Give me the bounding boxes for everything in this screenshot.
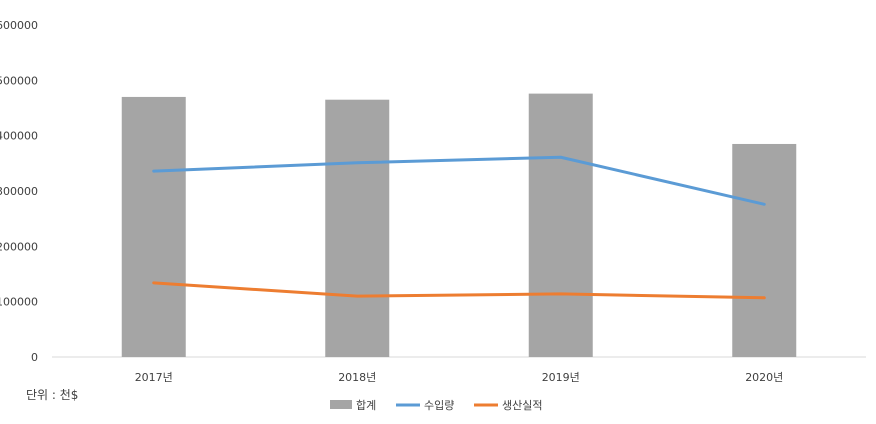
x-tick-label: 2018년 bbox=[338, 371, 376, 384]
bar bbox=[528, 93, 593, 357]
y-tick-label: 100000 bbox=[0, 296, 38, 309]
x-tick-label: 2017년 bbox=[135, 371, 173, 384]
series-line bbox=[152, 155, 766, 206]
x-tick-label: 2020년 bbox=[745, 371, 783, 384]
bar bbox=[121, 96, 186, 357]
y-tick-label: 200000 bbox=[0, 240, 38, 253]
y-tick-label: 0 bbox=[31, 351, 38, 364]
line-series-group bbox=[152, 155, 766, 300]
legend-label: 합계 bbox=[356, 399, 376, 412]
y-tick-label: 300000 bbox=[0, 185, 38, 198]
y-tick-label: 400000 bbox=[0, 130, 38, 143]
bar bbox=[732, 143, 797, 357]
legend: 합계 수입량 생산실적 bbox=[330, 399, 542, 412]
series-line bbox=[152, 281, 766, 300]
legend-swatch bbox=[330, 400, 352, 409]
bar-series bbox=[121, 93, 797, 357]
unit-label: 단위 : 천$ bbox=[26, 388, 79, 402]
y-tick-label: 600000 bbox=[0, 19, 38, 32]
legend-label: 수입량 bbox=[424, 399, 454, 412]
legend-item: 수입량 bbox=[396, 399, 454, 412]
legend-label: 생산실적 bbox=[502, 399, 542, 412]
y-tick-label: 500000 bbox=[0, 74, 38, 87]
bar bbox=[325, 99, 390, 357]
legend-item: 생산실적 bbox=[474, 399, 542, 412]
x-axis-tick-labels: 2017년 2018년 2019년 2020년 bbox=[135, 371, 784, 384]
x-tick-label: 2019년 bbox=[542, 371, 580, 384]
legend-item: 합계 bbox=[330, 399, 376, 412]
y-axis-tick-labels: 0 100000 200000 300000 400000 500000 600000 bbox=[0, 19, 38, 364]
